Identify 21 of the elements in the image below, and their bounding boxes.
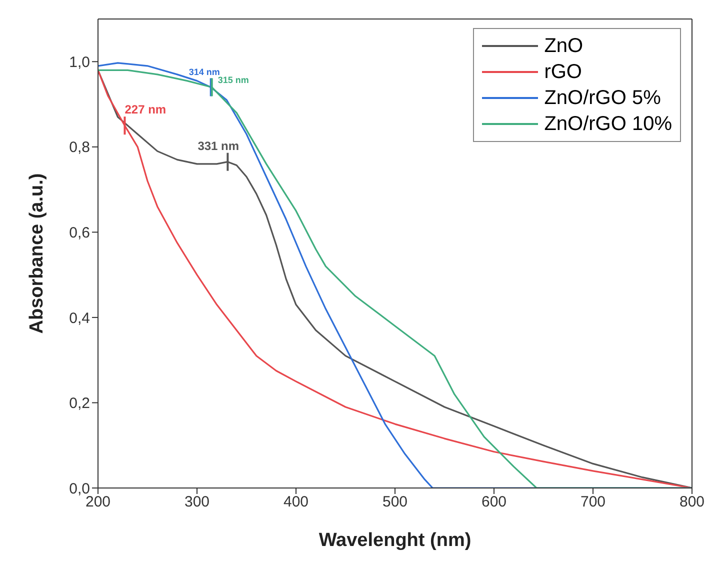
y-tick-label: 0,4: [69, 310, 90, 327]
annotation: 227 nm: [124, 102, 166, 117]
x-axis-title: Wavelenght (nm): [318, 530, 472, 551]
legend-label: ZnO: [544, 34, 584, 59]
annotation: 315 nm: [218, 75, 249, 86]
x-tick-label: 600: [481, 494, 507, 511]
y-tick-label: 0,6: [69, 224, 90, 242]
x-tick-label: 400: [283, 494, 309, 511]
annotation: 331 nm: [198, 138, 240, 153]
legend-label: ZnO/rGO 10%: [544, 112, 672, 137]
legend-label: ZnO/rGO 5%: [544, 86, 661, 111]
x-tick-label: 800: [679, 494, 705, 511]
y-tick-label: 0,8: [69, 139, 90, 156]
x-tick-label: 300: [184, 494, 210, 511]
annotation: 314 nm: [188, 67, 220, 78]
x-tick-label: 500: [382, 494, 408, 511]
legend-label: rGO: [544, 60, 582, 85]
y-axis-title: Absorbance (a.u.): [26, 173, 48, 334]
x-tick-label: 700: [580, 494, 606, 511]
y-tick-label: 0,2: [69, 395, 90, 412]
y-tick-label: 1,0: [69, 54, 90, 71]
